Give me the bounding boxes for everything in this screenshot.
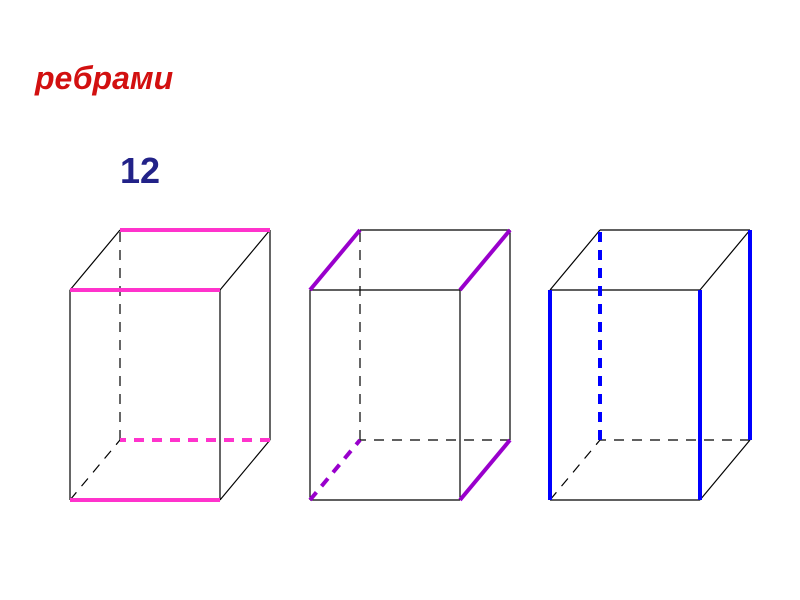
count-text: 12	[120, 150, 160, 192]
cube-right	[530, 210, 760, 530]
cube-middle	[290, 210, 520, 530]
title-text: ребрами	[35, 60, 173, 97]
cube-left	[50, 210, 280, 530]
diagram-canvas: ребрами 12	[0, 0, 800, 600]
